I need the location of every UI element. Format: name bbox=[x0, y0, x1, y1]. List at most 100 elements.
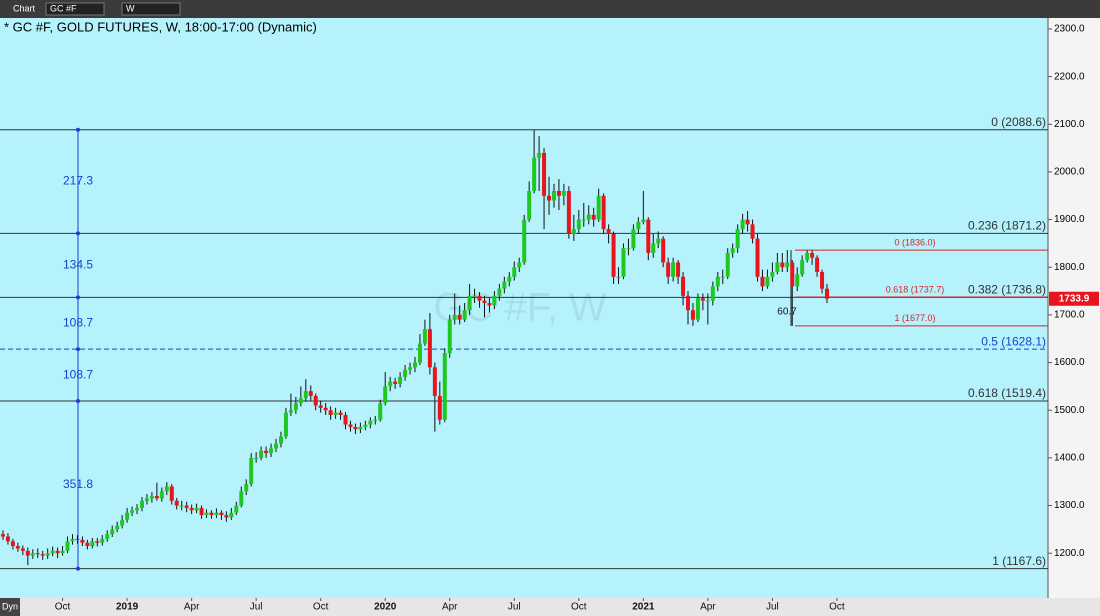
candle-body bbox=[234, 505, 239, 513]
candle-body bbox=[169, 486, 174, 501]
candle-body bbox=[244, 484, 249, 492]
candle-body bbox=[303, 391, 308, 399]
y-tick-label: 1900.0 bbox=[1054, 214, 1085, 225]
candle-body bbox=[184, 505, 189, 508]
candle-body bbox=[705, 300, 710, 302]
candle-body bbox=[348, 424, 353, 427]
minor-range-label: 60.7 bbox=[777, 307, 797, 318]
y-tick-label: 2100.0 bbox=[1054, 119, 1085, 130]
candle-body bbox=[616, 276, 621, 278]
candle-body bbox=[720, 276, 725, 278]
candle-body bbox=[323, 407, 328, 411]
watermark: GC #F, W bbox=[433, 286, 607, 330]
candle-body bbox=[378, 403, 383, 420]
candle-body bbox=[274, 443, 279, 449]
candle-body bbox=[735, 229, 740, 249]
footer-tab[interactable] bbox=[0, 598, 20, 616]
measure-label: 108.7 bbox=[63, 315, 93, 329]
candle-body bbox=[740, 219, 745, 230]
x-tick-label: Oct bbox=[313, 602, 329, 613]
candle-body bbox=[825, 288, 829, 299]
candle-body bbox=[159, 491, 164, 499]
candle-body bbox=[477, 295, 482, 301]
candle-body bbox=[497, 288, 502, 296]
y-tick-label: 1200.0 bbox=[1054, 548, 1085, 559]
candle-body bbox=[45, 553, 50, 556]
candle-body bbox=[373, 419, 378, 421]
candle-body bbox=[65, 541, 70, 551]
candle-body bbox=[810, 252, 815, 258]
candle-body bbox=[467, 295, 472, 311]
x-tick-label: 2019 bbox=[116, 602, 139, 613]
candle-body bbox=[110, 529, 115, 535]
candle-body bbox=[606, 229, 611, 234]
y-tick-label: 2000.0 bbox=[1054, 167, 1085, 178]
x-tick-label: Apr bbox=[700, 602, 716, 613]
candle-body bbox=[15, 546, 20, 549]
candle-body bbox=[815, 257, 820, 273]
last-price-tag bbox=[1049, 291, 1099, 306]
candle-body bbox=[5, 536, 10, 542]
time-axis bbox=[0, 598, 1100, 616]
candle-body bbox=[388, 381, 393, 387]
candle-body bbox=[164, 486, 169, 492]
candle-body bbox=[695, 298, 700, 320]
candle-body bbox=[561, 190, 566, 196]
measure-dot bbox=[76, 231, 80, 236]
candle-body bbox=[283, 412, 288, 437]
candle-body bbox=[398, 376, 403, 385]
measure-dot bbox=[76, 295, 80, 300]
candle-body bbox=[353, 426, 358, 430]
candle-body bbox=[611, 233, 616, 277]
interval-input[interactable] bbox=[121, 2, 181, 16]
tab-label[interactable]: Chart bbox=[13, 3, 36, 13]
candle-body bbox=[194, 507, 199, 511]
candle-body bbox=[75, 538, 80, 540]
symbol-input[interactable] bbox=[45, 2, 105, 16]
chart-title: * GC #F, GOLD FUTURES, W, 18:00-17:00 (D… bbox=[4, 19, 317, 34]
y-tick-label: 1500.0 bbox=[1054, 405, 1085, 416]
candle-body bbox=[139, 500, 144, 508]
x-tick-label: Apr bbox=[442, 602, 458, 613]
candle-body bbox=[775, 262, 780, 273]
candle-body bbox=[50, 550, 55, 554]
candle-body bbox=[576, 219, 581, 230]
candle-body bbox=[790, 262, 795, 287]
candle-body bbox=[482, 300, 487, 303]
candle-body bbox=[507, 276, 512, 282]
candle-body bbox=[437, 395, 442, 420]
toolbar bbox=[0, 0, 1100, 18]
candle-body bbox=[85, 542, 90, 547]
measure-dot bbox=[76, 398, 80, 403]
candle-body bbox=[730, 248, 735, 253]
candle-body bbox=[690, 310, 695, 320]
fib-label: 0 (2088.6) bbox=[991, 115, 1046, 129]
candle-body bbox=[800, 260, 805, 275]
minor-fib-label: 1 (1677.0) bbox=[894, 313, 935, 323]
candle-body bbox=[542, 152, 547, 196]
candle-body bbox=[25, 550, 30, 556]
y-tick-label: 2300.0 bbox=[1054, 24, 1085, 35]
candle-body bbox=[408, 367, 413, 370]
candle-body bbox=[338, 412, 343, 415]
chart-layer: GC #F, W 1200.0 1300.0 1400.0 1500.0 1600.0 17… bbox=[0, 24, 1099, 613]
candle-body bbox=[462, 310, 467, 320]
measure-dot bbox=[76, 347, 80, 352]
candle-body bbox=[795, 274, 800, 287]
candle-body bbox=[537, 152, 542, 158]
measure-label: 108.7 bbox=[63, 367, 93, 381]
candle-body bbox=[328, 410, 333, 415]
candle-body bbox=[621, 248, 626, 277]
measure-dot bbox=[76, 127, 80, 132]
candle-body bbox=[601, 195, 606, 230]
candle-body bbox=[254, 457, 259, 459]
candle-body bbox=[527, 190, 532, 220]
candle-body bbox=[199, 507, 204, 516]
candle-body bbox=[90, 541, 95, 547]
candle-body bbox=[512, 267, 517, 277]
candle-body bbox=[671, 262, 676, 277]
candle-body bbox=[154, 496, 159, 499]
candle-body bbox=[269, 448, 274, 454]
candle-body bbox=[661, 238, 666, 263]
fib-label: 0.5 (1628.1) bbox=[981, 334, 1046, 348]
